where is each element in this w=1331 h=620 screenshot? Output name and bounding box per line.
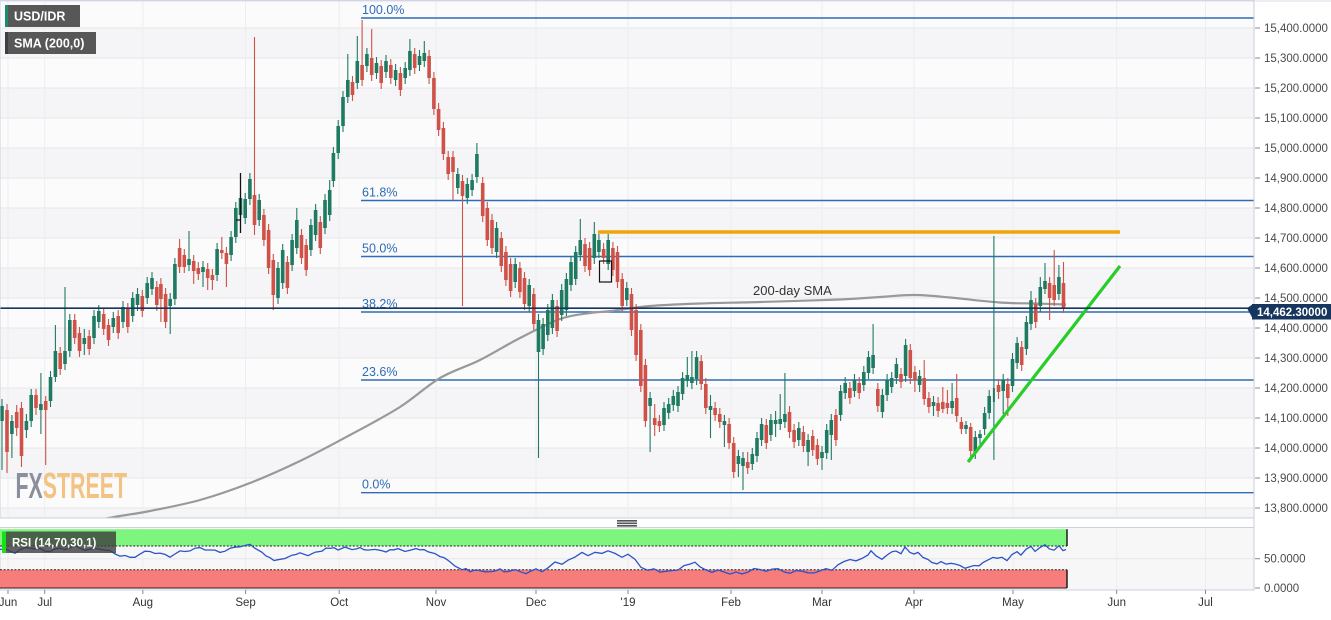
svg-text:Jul: Jul (1198, 597, 1213, 609)
svg-text:Mar: Mar (812, 597, 832, 609)
svg-text:May: May (1002, 597, 1024, 609)
svg-text:Jul: Jul (37, 597, 52, 609)
svg-text:14,300.0000: 14,300.0000 (1264, 353, 1328, 365)
svg-text:14,900.0000: 14,900.0000 (1264, 173, 1328, 185)
svg-text:61.8%: 61.8% (362, 186, 397, 200)
svg-text:15,200.0000: 15,200.0000 (1264, 83, 1328, 95)
svg-text:RSI (14,70,30,1): RSI (14,70,30,1) (12, 538, 97, 550)
svg-text:14,100.0000: 14,100.0000 (1264, 413, 1328, 425)
svg-text:SMA (200,0): SMA (200,0) (14, 37, 84, 51)
svg-text:50.0000: 50.0000 (1264, 554, 1306, 566)
svg-text:Jun: Jun (1107, 597, 1126, 609)
svg-text:14,462.30000: 14,462.30000 (1257, 307, 1327, 319)
svg-text:15,000.0000: 15,000.0000 (1264, 143, 1328, 155)
svg-text:14,800.0000: 14,800.0000 (1264, 203, 1328, 215)
svg-text:14,200.0000: 14,200.0000 (1264, 383, 1328, 395)
svg-text:0.0000: 0.0000 (1264, 583, 1299, 595)
svg-text:'19: '19 (621, 597, 636, 609)
svg-text:Nov: Nov (426, 597, 447, 609)
svg-text:100.0%: 100.0% (362, 3, 404, 17)
svg-text:Apr: Apr (905, 597, 923, 609)
svg-text:Sep: Sep (235, 597, 255, 609)
svg-text:13,900.0000: 13,900.0000 (1264, 473, 1328, 485)
svg-text:14,400.0000: 14,400.0000 (1264, 323, 1328, 335)
svg-text:14,500.0000: 14,500.0000 (1264, 293, 1328, 305)
svg-text:200-day SMA: 200-day SMA (753, 283, 832, 298)
svg-text:Jun: Jun (0, 597, 17, 609)
svg-text:FXSTREET: FXSTREET (16, 466, 127, 506)
svg-text:Feb: Feb (721, 597, 741, 609)
svg-text:USD/IDR: USD/IDR (14, 10, 65, 24)
svg-text:0.0%: 0.0% (362, 478, 391, 492)
svg-text:23.6%: 23.6% (362, 365, 397, 379)
svg-text:14,700.0000: 14,700.0000 (1264, 233, 1328, 245)
svg-text:15,400.0000: 15,400.0000 (1264, 23, 1328, 35)
svg-text:Dec: Dec (526, 597, 547, 609)
svg-text:15,100.0000: 15,100.0000 (1264, 113, 1328, 125)
svg-text:15,300.0000: 15,300.0000 (1264, 53, 1328, 65)
svg-text:13,800.0000: 13,800.0000 (1264, 503, 1328, 515)
svg-text:Oct: Oct (330, 597, 349, 609)
svg-text:Aug: Aug (133, 597, 153, 609)
svg-text:14,600.0000: 14,600.0000 (1264, 263, 1328, 275)
svg-text:50.0%: 50.0% (362, 242, 397, 256)
svg-text:14,000.0000: 14,000.0000 (1264, 443, 1328, 455)
